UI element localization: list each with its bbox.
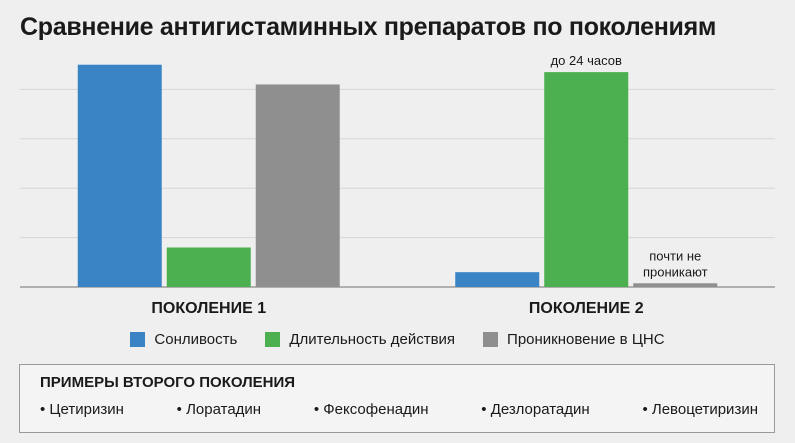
- example-item: Дезлоратадин: [481, 401, 590, 418]
- bar-annotation: почти не проникают: [643, 248, 708, 279]
- example-item: Лоратадин: [177, 401, 261, 418]
- legend-label: Сонливость: [154, 331, 238, 348]
- legend-swatch: [483, 332, 499, 347]
- category-label: ПОКОЛЕНИЕ 2: [529, 300, 644, 317]
- legend-swatch: [130, 332, 146, 347]
- bar-2-2: [544, 72, 629, 287]
- legend-label: Проникновение в ЦНС: [507, 331, 665, 348]
- bar-annotation-line: почти не: [649, 248, 701, 263]
- bar-3-1: [255, 84, 340, 288]
- bar-annotation: до 24 часов: [551, 53, 622, 68]
- chart-title: Сравнение антигистаминных препаратов по …: [20, 13, 717, 41]
- bar-annotation-line: проникают: [643, 264, 708, 279]
- category-label: ПОКОЛЕНИЕ 1: [151, 300, 266, 317]
- bar-2-1: [166, 247, 251, 287]
- examples-title: ПРИМЕРЫ ВТОРОГО ПОКОЛЕНИЯ: [40, 374, 296, 391]
- example-item: Левоцетиризин: [642, 401, 758, 418]
- bar-1-2: [455, 272, 540, 287]
- examples-box: ПРИМЕРЫ ВТОРОГО ПОКОЛЕНИЯ Цетиризин Лора…: [19, 364, 775, 433]
- legend-label: Длительность действия: [289, 331, 456, 348]
- bar-3-2: [633, 283, 718, 287]
- examples-list: Цетиризин Лоратадин Фексофенадин Дезлора…: [40, 401, 758, 418]
- legend-item-duration: Длительность действия: [265, 331, 455, 348]
- example-item: Фексофенадин: [314, 401, 428, 418]
- legend-item-cns: Проникновение в ЦНС: [483, 331, 665, 348]
- labels: ПОКОЛЕНИЕ 1 ПОКОЛЕНИЕ 2 до 24 часов почти н…: [151, 53, 707, 317]
- bars: [77, 64, 718, 288]
- legend-item-drowsiness: Сонливость: [130, 331, 237, 348]
- legend: Сонливость Длительность действия Проникн…: [0, 331, 795, 348]
- legend-swatch: [265, 332, 281, 347]
- bar-annotation-line: до 24 часов: [551, 53, 622, 68]
- bar-chart: ПОКОЛЕНИЕ 1 ПОКОЛЕНИЕ 2 до 24 часов почти н…: [20, 53, 775, 317]
- example-item: Цетиризин: [40, 401, 123, 418]
- bar-1-1: [77, 64, 162, 287]
